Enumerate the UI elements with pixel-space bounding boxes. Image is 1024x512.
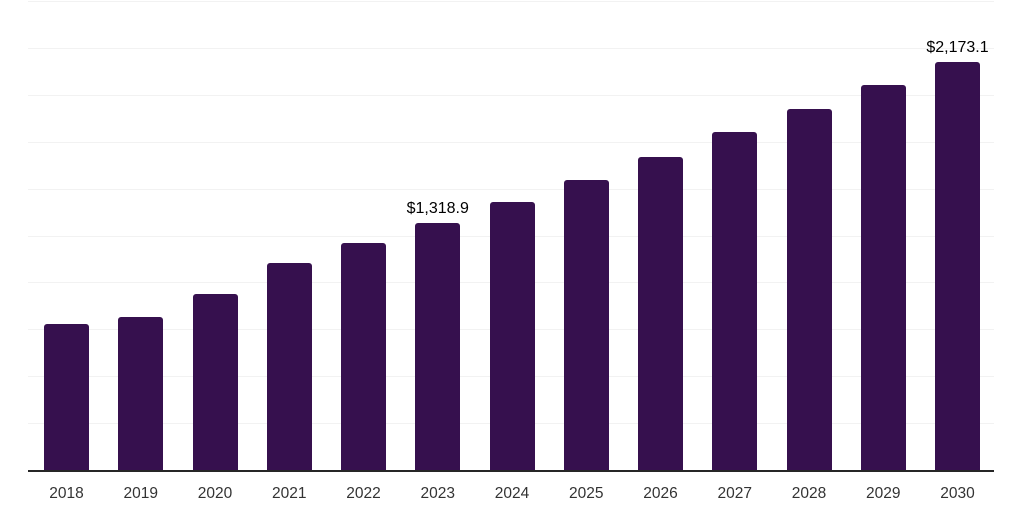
gridline xyxy=(28,188,994,190)
x-tick-2024: 2024 xyxy=(494,485,530,502)
bar-2029[interactable] xyxy=(860,85,906,470)
x-tick-2029: 2029 xyxy=(866,485,901,502)
gridline xyxy=(28,47,994,49)
x-tick-2020: 2020 xyxy=(197,485,233,502)
x-axis-line xyxy=(28,470,994,472)
bar-2018[interactable] xyxy=(44,324,89,470)
x-tick-2019: 2019 xyxy=(123,485,158,502)
x-tick-2018: 2018 xyxy=(49,485,84,502)
gridline xyxy=(28,141,994,143)
bar-2021[interactable] xyxy=(266,263,312,470)
bar-2020[interactable] xyxy=(192,294,238,470)
x-tick-2030: 2030 xyxy=(940,485,975,502)
bar-label-2023: $1,318.9 xyxy=(406,199,469,217)
bar-2026[interactable] xyxy=(638,157,683,470)
x-tick-2023: 2023 xyxy=(420,485,455,502)
plot-area: $1,318.9 $2,173.1 xyxy=(28,1,994,470)
bar-2024[interactable] xyxy=(489,202,535,470)
bar-2028[interactable] xyxy=(786,109,832,470)
bar-2025[interactable] xyxy=(563,179,609,470)
x-tick-2021: 2021 xyxy=(272,485,307,502)
bar-2027[interactable] xyxy=(712,132,758,470)
x-tick-2022: 2022 xyxy=(346,485,381,502)
bar-2023[interactable] xyxy=(415,222,461,470)
gridline xyxy=(28,1,994,2)
x-tick-2025: 2025 xyxy=(569,485,604,502)
bar-label-2030: $2,173.1 xyxy=(926,39,989,57)
gridline xyxy=(28,94,994,96)
x-tick-2026: 2026 xyxy=(643,485,678,502)
x-tick-2028: 2028 xyxy=(791,485,827,502)
bar-2030[interactable] xyxy=(935,62,980,470)
x-tick-2027: 2027 xyxy=(717,485,752,502)
bar-2019[interactable] xyxy=(118,316,164,470)
bar-2022[interactable] xyxy=(341,242,386,470)
